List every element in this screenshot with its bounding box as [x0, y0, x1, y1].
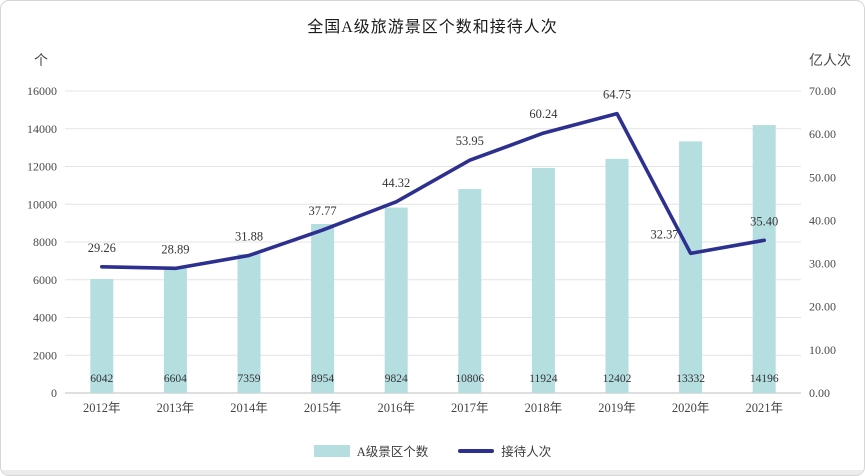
bar: [752, 125, 776, 393]
left-axis-tick-label: 8000: [33, 235, 57, 249]
line-series-legend-label: 接待人次: [501, 445, 552, 459]
x-axis-category-label: 2021年: [745, 401, 783, 415]
bar: [163, 268, 187, 393]
card-bottom-edge: [1, 470, 864, 475]
right-axis-tick-label: 60.00: [809, 127, 836, 141]
line-value-label: 28.89: [161, 242, 189, 256]
line-value-label: 29.26: [88, 241, 116, 255]
line-value-label: 37.77: [309, 204, 337, 218]
x-axis-category-label: 2019年: [598, 401, 636, 415]
line-value-label: 32.37: [651, 227, 679, 241]
right-axis-tick-label: 70.00: [809, 84, 836, 98]
left-axis-tick-label: 2000: [33, 348, 57, 362]
right-axis-tick-label: 50.00: [809, 170, 836, 184]
x-axis-category-label: 2017年: [451, 401, 489, 415]
left-axis-tick-label: 12000: [27, 160, 57, 174]
bar-value-label: 6042: [90, 373, 113, 385]
right-axis-tick-label: 0.00: [809, 386, 830, 400]
x-axis-category-label: 2012年: [83, 401, 121, 415]
bar-value-label: 8954: [311, 373, 334, 385]
bar-series-legend-label: A级景区个数: [356, 445, 429, 459]
right-axis-tick-label: 40.00: [809, 213, 836, 227]
bar-value-label: 12402: [603, 373, 632, 385]
line-value-label: 31.88: [235, 229, 263, 243]
legend: A级景区个数 接待人次: [1, 441, 864, 460]
line-value-label: 60.24: [529, 107, 558, 121]
right-axis-unit-label: 亿人次: [809, 53, 851, 69]
line-series: [100, 111, 767, 271]
line-value-label: 64.75: [603, 88, 631, 102]
right-axis-tick-label: 10.00: [809, 343, 836, 357]
legend-item-bar-series: A级景区个数: [313, 441, 429, 460]
right-axis-tick-label: 20.00: [809, 300, 836, 314]
line-value-label: 53.95: [456, 134, 484, 148]
left-axis-tick-label: 4000: [33, 311, 57, 325]
left-axis-tick-label: 16000: [27, 84, 57, 98]
left-axis-tick-label: 0: [51, 386, 57, 400]
bar: [605, 158, 629, 393]
bar-value-label: 11924: [529, 373, 558, 385]
bar-value-label: 14196: [750, 373, 779, 385]
legend-item-line-series: 接待人次: [458, 441, 551, 460]
bar-value-label: 10806: [455, 373, 484, 385]
left-axis-tick-label: 10000: [27, 197, 57, 211]
x-axis-category-label: 2018年: [525, 401, 563, 415]
bar: [90, 278, 114, 393]
bar: [311, 223, 335, 393]
x-axis-category-label: 2015年: [304, 401, 342, 415]
line-value-label: 35.40: [750, 214, 778, 228]
x-axis-category-label: 2013年: [157, 401, 195, 415]
x-axis-category-label: 2014年: [230, 401, 268, 415]
right-axis-tick-label: 30.00: [809, 257, 836, 271]
x-axis-category-label: 2020年: [672, 401, 710, 415]
bar-value-label: 7359: [238, 373, 261, 385]
bar: [458, 189, 482, 393]
left-axis-unit-label: 个: [34, 53, 48, 69]
bar-value-label: 13332: [676, 373, 705, 385]
line-series-swatch: [458, 448, 495, 453]
bar: [237, 254, 261, 393]
bar-value-label: 9824: [385, 373, 408, 385]
left-axis-tick-label: 6000: [33, 273, 57, 287]
bar-series-swatch: [313, 444, 350, 457]
bar: [679, 141, 703, 393]
chart-title: 全国A级旅游景区个数和接待人次: [307, 19, 558, 36]
bar: [384, 207, 408, 393]
x-axis-category-label: 2016年: [377, 401, 415, 415]
line-value-label: 44.32: [382, 176, 410, 190]
bar-value-label: 6604: [164, 373, 187, 385]
left-axis-tick-label: 14000: [27, 122, 57, 136]
bar: [531, 167, 555, 393]
